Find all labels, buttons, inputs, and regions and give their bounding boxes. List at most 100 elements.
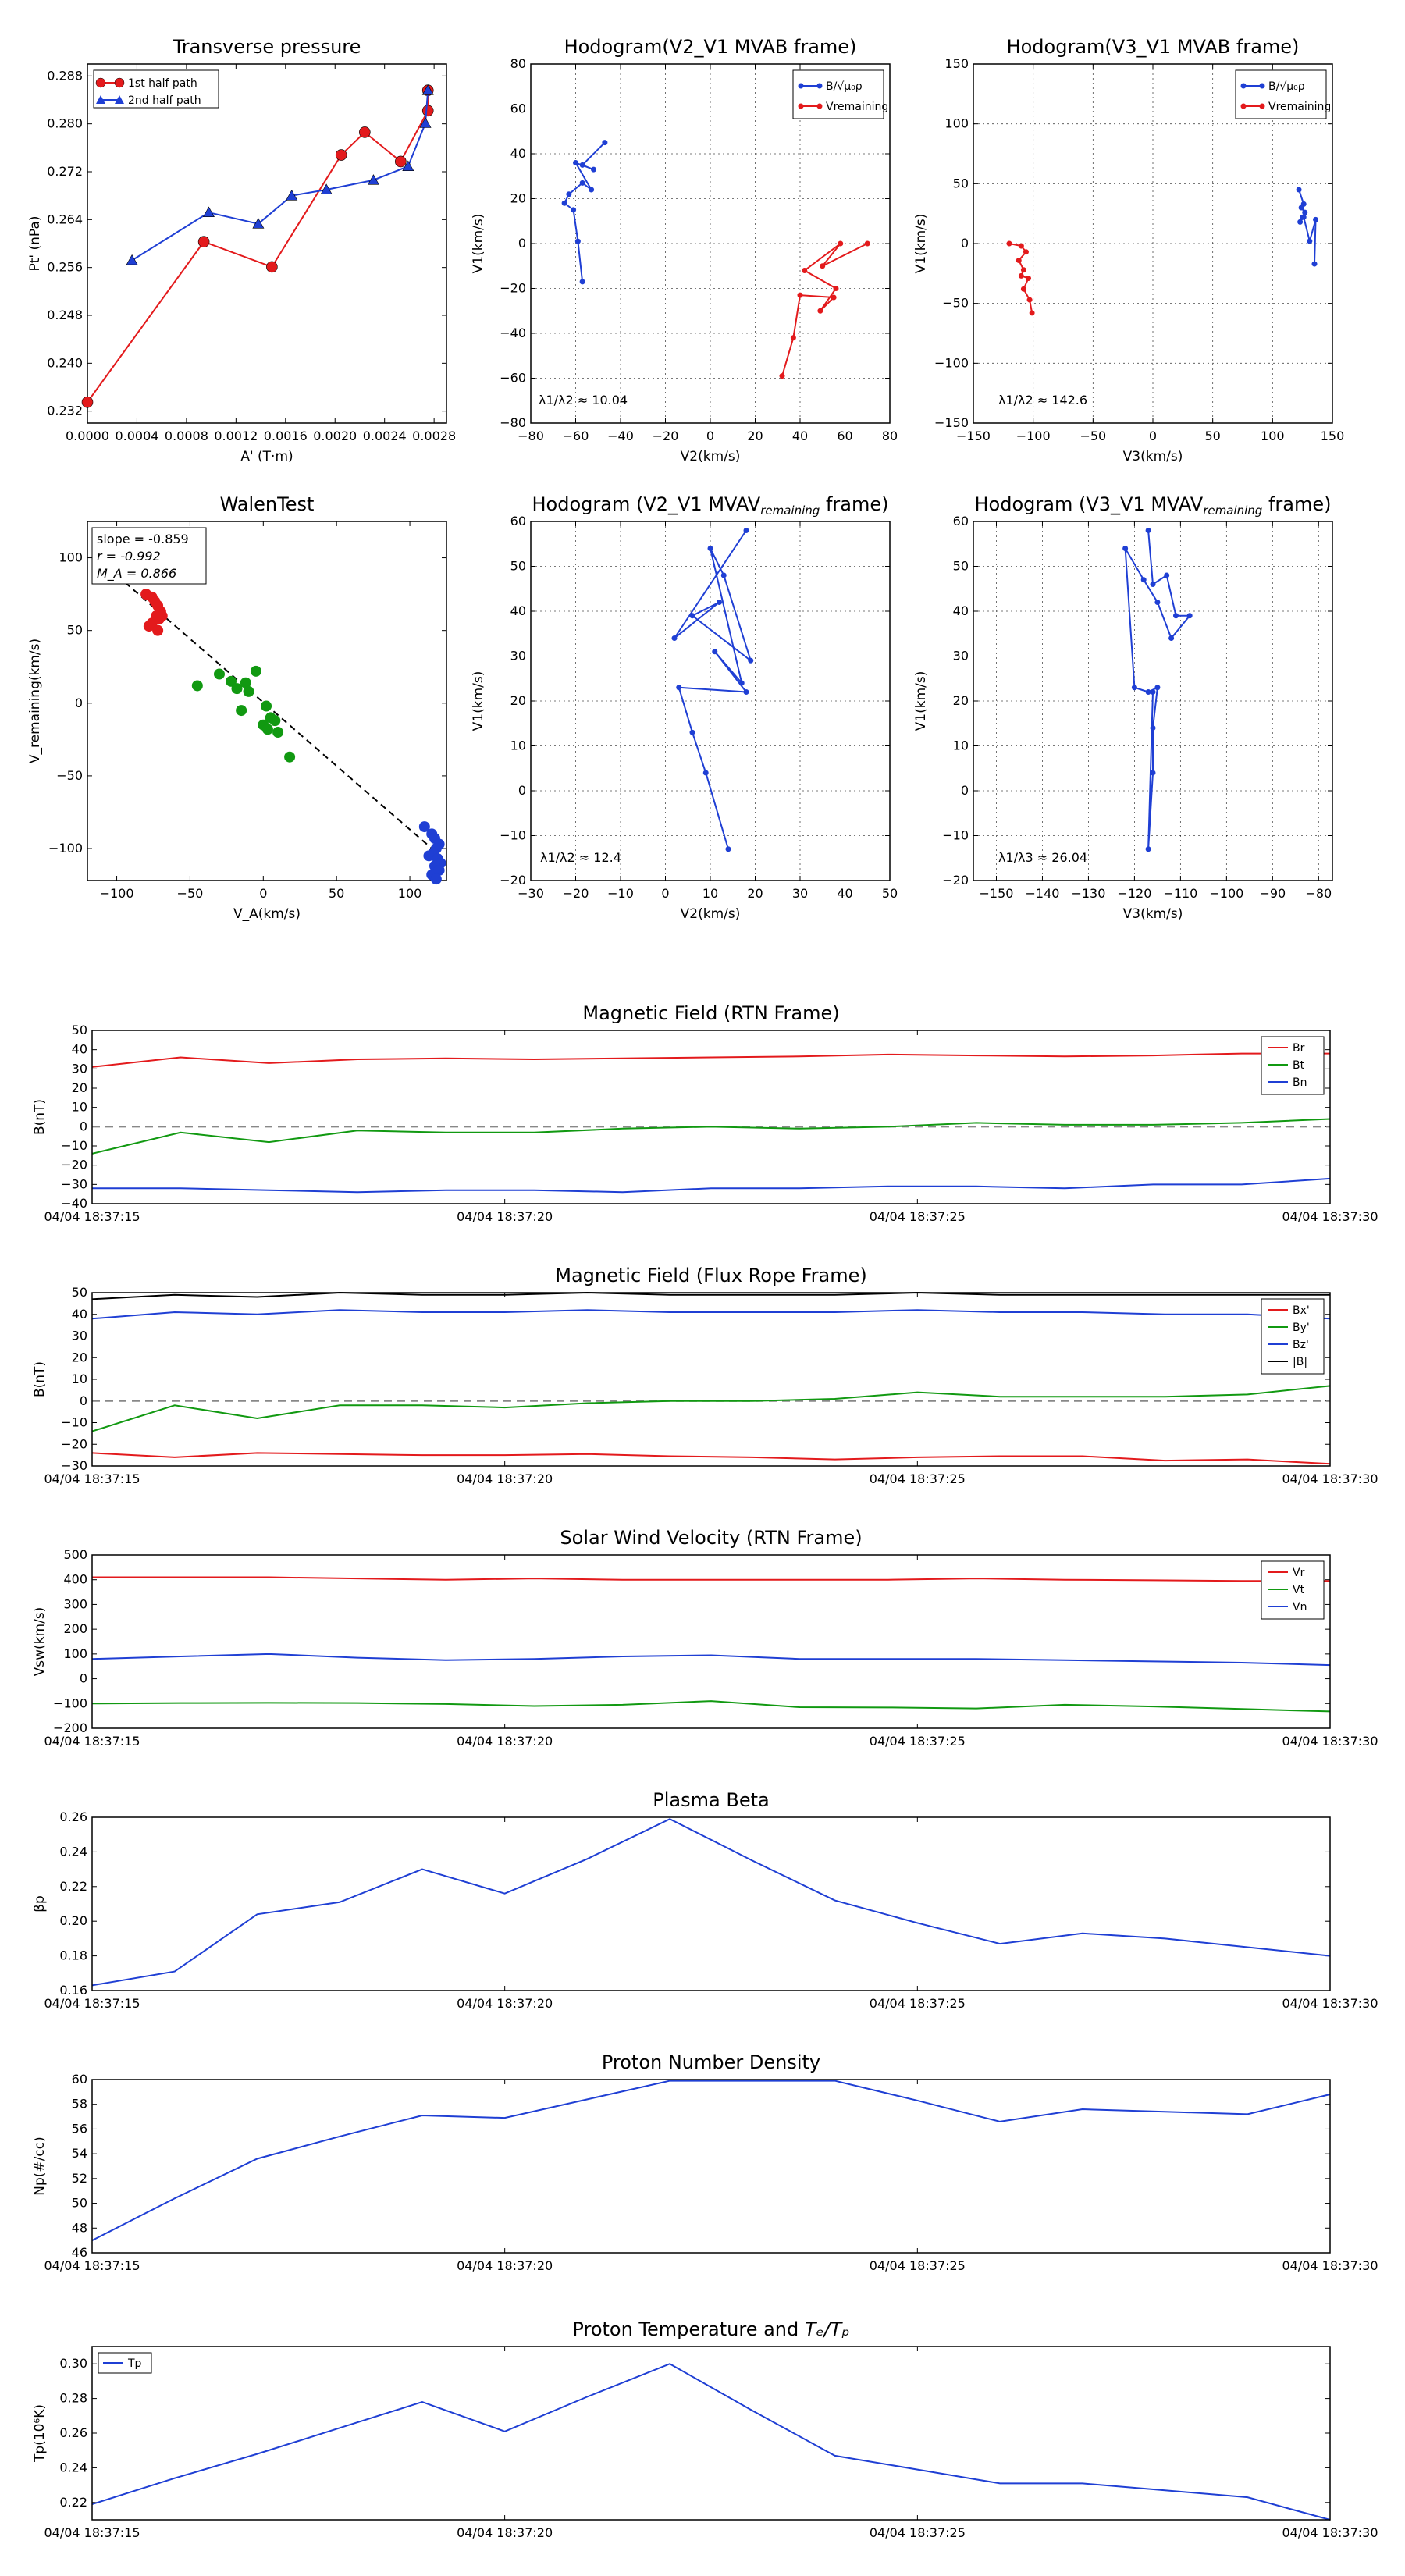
- panel-title: WalenTest: [220, 493, 315, 515]
- legend: Vr Vt Vn: [1261, 1560, 1325, 1620]
- x-tick-label: 0: [259, 886, 267, 901]
- data-point: [1016, 257, 1022, 263]
- mag_fr-panel: Magnetic Field (Flux Rope Frame) 50 40 30 20…: [32, 1265, 1378, 1486]
- x-tick-label: 04/04 18:37:25: [870, 2525, 966, 2540]
- legend-label: B/√μ₀ρ: [1268, 80, 1305, 93]
- data-point: [286, 190, 298, 201]
- data-point: [1018, 243, 1024, 249]
- title-part: frame): [1262, 493, 1331, 515]
- legend: Bx' By' Bz' |B|: [1261, 1298, 1325, 1375]
- y-tick-label: −10: [61, 1415, 87, 1430]
- x-tick-label: 0.0008: [165, 429, 208, 443]
- data-point: [1020, 286, 1026, 292]
- y-tick-label: 40: [510, 146, 526, 161]
- y-tick-label: 10: [72, 1100, 87, 1115]
- title-math: Tₑ/Tₚ: [805, 2318, 850, 2340]
- x-tick-label: −110: [1163, 886, 1197, 901]
- y-tick-label: 10: [72, 1372, 87, 1386]
- panel-title: Hodogram (V3_V1 MVAVremaining frame): [975, 493, 1332, 518]
- data-point: [1018, 272, 1024, 279]
- y-tick-label: −20: [61, 1436, 87, 1451]
- legend: Br Bt Bn: [1261, 1036, 1325, 1095]
- data-point: [266, 261, 278, 273]
- data-point: [707, 546, 713, 551]
- axes-frame: [91, 1030, 1331, 1204]
- data-point: [838, 240, 844, 247]
- legend-label: Vr: [1293, 1567, 1305, 1579]
- data-point: [422, 105, 434, 117]
- y-tick-label: 0.240: [47, 355, 83, 370]
- x-tick-label: 40: [792, 429, 808, 443]
- y-tick-label: 0.272: [47, 164, 83, 179]
- legend-label: 1st half path: [128, 77, 197, 90]
- x-tick-label: 100: [398, 886, 422, 901]
- data-point: [574, 238, 581, 244]
- series-line-Np: [91, 2080, 1331, 2242]
- y-tick-label: 60: [72, 2072, 87, 2087]
- panel-title: Hodogram(V3_V1 MVAB frame): [1007, 36, 1300, 58]
- panel-title: Hodogram(V2_V1 MVAB frame): [564, 36, 857, 58]
- data-point: [1023, 249, 1029, 255]
- y-tick-label: −30: [61, 1458, 87, 1473]
- x-tick-label: 0.0020: [313, 429, 357, 443]
- x-tick-label: −100: [1209, 886, 1243, 901]
- title-sub: remaining: [760, 503, 820, 518]
- legend-marker: [96, 95, 105, 104]
- data-point: [1140, 577, 1147, 583]
- data-point: [1006, 240, 1012, 247]
- legend-label: By': [1293, 1322, 1310, 1334]
- data-point: [1313, 216, 1319, 222]
- y-tick-label: 0.280: [47, 116, 83, 131]
- x-tick-label: 30: [792, 886, 808, 901]
- y-tick-label: 10: [510, 738, 526, 753]
- y-tick-label: 100: [944, 116, 969, 131]
- data-point: [252, 218, 265, 229]
- y-tick-label: 60: [510, 514, 526, 528]
- x-tick-label: 04/04 18:37:25: [870, 1996, 966, 2011]
- y-tick-label: 30: [72, 1329, 87, 1343]
- data-point: [359, 126, 371, 138]
- data-point: [1150, 689, 1156, 695]
- mag_rtn-panel: Magnetic Field (RTN Frame) 50 40 30 20 10 0 −10…: [32, 1002, 1378, 1224]
- data-point: [579, 180, 585, 186]
- y-tick-label: 0.288: [47, 68, 83, 83]
- y-tick-label: −60: [500, 371, 526, 386]
- data-point: [395, 155, 407, 168]
- x-tick-label: 04/04 18:37:20: [457, 1734, 553, 1749]
- panel-title: Solar Wind Velocity (RTN Frame): [560, 1527, 862, 1549]
- data-point: [1150, 770, 1156, 776]
- data-point: [1131, 685, 1137, 691]
- x-tick-label: 04/04 18:37:25: [870, 1734, 966, 1749]
- y-tick-label: 20: [953, 693, 969, 708]
- x-tick-label: 04/04 18:37:15: [44, 2525, 140, 2540]
- x-tick-label: 20: [747, 429, 763, 443]
- x-tick-label: 04/04 18:37:15: [44, 1209, 140, 1224]
- x-axis-label: V3(km/s): [1123, 906, 1183, 922]
- data-point: [802, 268, 808, 273]
- data-point: [725, 846, 731, 852]
- y-tick-label: 80: [510, 56, 526, 71]
- stat-line: M_A = 0.866: [97, 566, 176, 582]
- beta-panel: Plasma Beta0.260.240.220.200.180.1604/04…: [32, 1789, 1378, 2011]
- y-tick-label: 400: [63, 1572, 87, 1587]
- x-tick-label: 0.0004: [115, 429, 158, 443]
- data-point: [191, 680, 203, 692]
- x-tick-label: −50: [1080, 429, 1106, 443]
- x-tick-label: 04/04 18:37:30: [1282, 2525, 1378, 2540]
- y-tick-label: 58: [72, 2097, 87, 2112]
- panel-title: Plasma Beta: [653, 1789, 769, 1811]
- y-tick-label: −100: [934, 355, 969, 370]
- y-axis-label: B(nT): [32, 1099, 48, 1135]
- y-axis-label: Np(#/cc): [32, 2137, 48, 2195]
- eigen-ratio: λ1/λ2 ≈ 10.04: [539, 393, 628, 407]
- y-tick-label: 0: [961, 783, 969, 798]
- x-tick-label: 0: [1149, 429, 1157, 443]
- y-tick-label: 50: [72, 1023, 87, 1037]
- y-tick-label: −40: [500, 326, 526, 340]
- series-line-Vt: [91, 1700, 1331, 1713]
- data-point: [589, 187, 595, 193]
- legend-marker: [816, 103, 823, 109]
- data-point: [213, 668, 225, 680]
- data-point: [226, 675, 237, 687]
- y-tick-label: 30: [72, 1061, 87, 1076]
